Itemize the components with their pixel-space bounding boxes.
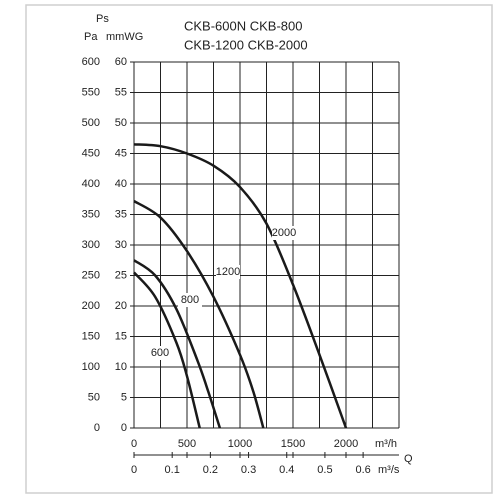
y2-unit: mmWG <box>106 31 143 43</box>
x2-tick-label: 0.1 <box>165 464 180 476</box>
fan-curve <box>133 143 348 429</box>
x-tick-label: 1000 <box>228 438 252 450</box>
y-tick-label: 450 <box>82 147 100 159</box>
y-tick-label: 250 <box>82 269 100 281</box>
curve-label: 600 <box>151 347 169 359</box>
fan-curve <box>133 259 222 429</box>
y-tick-label: 350 <box>82 208 100 220</box>
y2-tick-label: 25 <box>115 269 127 281</box>
curve-label: 2000 <box>272 227 296 239</box>
y-tick-label: 200 <box>82 300 100 312</box>
frame <box>25 4 493 494</box>
curve-label-bg <box>216 265 240 279</box>
y2-tick-label: 15 <box>115 330 127 342</box>
y2-tick-label: 40 <box>115 178 127 190</box>
fan-curve <box>133 199 265 429</box>
y2-tick-label: 50 <box>115 117 127 129</box>
title-line: CKB-1200 CKB-2000 <box>184 37 308 52</box>
x-tick-label: 1500 <box>281 438 305 450</box>
x-tick-label: 2000 <box>334 438 358 450</box>
x-tick-label: 500 <box>178 438 196 450</box>
curve-label-bg <box>148 346 172 360</box>
x2-tick-label: 0 <box>131 464 137 476</box>
y-tick-label: 550 <box>82 86 100 98</box>
curve-label-bg <box>178 293 202 307</box>
x-tick-label: 0 <box>131 438 137 450</box>
x2-unit: m³/s <box>378 464 400 476</box>
curve-label-bg <box>272 226 296 240</box>
x2-tick-label: 0.6 <box>355 464 370 476</box>
y-unit: Pa <box>84 31 98 43</box>
y-tick-label: 100 <box>82 361 100 373</box>
y-label: Ps <box>96 13 109 25</box>
y-tick-label: 300 <box>82 239 100 251</box>
curve-label: 800 <box>181 294 199 306</box>
fan-curve <box>133 271 201 429</box>
y2-tick-label: 30 <box>115 239 127 251</box>
y2-tick-label: 20 <box>115 300 127 312</box>
curve-label: 1200 <box>216 266 240 278</box>
x-label: Q <box>404 453 413 465</box>
x2-tick-label: 0.5 <box>317 464 332 476</box>
y2-tick-label: 55 <box>115 86 127 98</box>
y2-tick-label: 0 <box>121 422 127 434</box>
y2-tick-label: 45 <box>115 147 127 159</box>
y-tick-label: 150 <box>82 330 100 342</box>
y-tick-label: 0 <box>94 422 100 434</box>
y-tick-label: 600 <box>82 56 100 68</box>
y2-tick-label: 5 <box>121 391 127 403</box>
y2-tick-label: 60 <box>115 56 127 68</box>
y-tick-label: 400 <box>82 178 100 190</box>
y2-tick-label: 35 <box>115 208 127 220</box>
x-unit: m³/h <box>375 438 397 450</box>
y2-tick-label: 10 <box>115 361 127 373</box>
x2-tick-label: 0.2 <box>203 464 218 476</box>
y-tick-label: 500 <box>82 117 100 129</box>
y-tick-label: 50 <box>88 391 100 403</box>
x2-tick-label: 0.3 <box>241 464 256 476</box>
x2-tick-label: 0.4 <box>279 464 294 476</box>
title-line: CKB-600N CKB-800 <box>184 18 303 33</box>
